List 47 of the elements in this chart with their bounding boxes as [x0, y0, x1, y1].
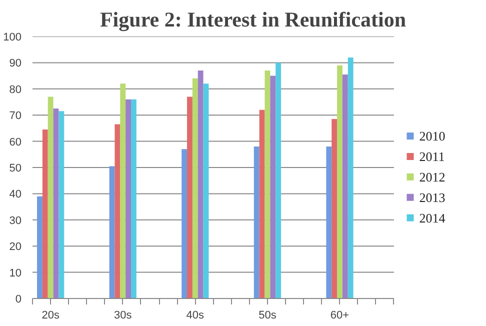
y-tick-label: 70 — [9, 110, 22, 122]
bar — [203, 84, 209, 298]
bar — [109, 166, 115, 298]
bar — [326, 146, 332, 298]
legend-label: 2013 — [419, 190, 446, 205]
chart-title: Figure 2: Interest in Reunification — [100, 8, 406, 32]
y-tick-label: 10 — [9, 267, 22, 280]
bar — [342, 74, 348, 298]
bar — [42, 130, 48, 298]
x-tick-label: 50s — [258, 310, 277, 322]
bar — [48, 96, 54, 298]
y-tick-label: 20 — [9, 241, 22, 254]
bar — [198, 70, 204, 298]
bar — [114, 124, 120, 298]
bar — [187, 96, 192, 298]
x-tick-label: 30s — [114, 310, 132, 322]
bar — [192, 78, 198, 298]
y-tick-label: 80 — [9, 84, 22, 96]
bar — [58, 111, 64, 298]
bar — [270, 76, 276, 298]
y-tick-label: 100 — [3, 32, 22, 44]
legend-label: 2010 — [419, 128, 446, 144]
bar — [276, 62, 282, 298]
x-tick-label: 40s — [186, 310, 205, 322]
bar — [259, 110, 265, 298]
bar — [131, 99, 136, 298]
bar — [254, 146, 260, 298]
bar — [264, 70, 270, 298]
x-tick-label: 20s — [42, 310, 60, 322]
bar — [348, 57, 354, 298]
y-tick-label: 30 — [9, 214, 22, 227]
bar — [120, 84, 126, 298]
y-tick-label: 90 — [9, 58, 22, 70]
bar — [37, 196, 42, 298]
bar — [332, 119, 338, 298]
bar — [337, 65, 342, 298]
y-tick-label: 50 — [9, 162, 22, 174]
bar — [182, 149, 188, 298]
y-tick-label: 0 — [15, 294, 22, 306]
legend-label: 2012 — [419, 169, 446, 184]
y-tick-label: 40 — [9, 188, 22, 201]
legend-label: 2011 — [419, 148, 445, 164]
legend-label: 2014 — [419, 210, 446, 226]
bar — [126, 99, 131, 298]
bar — [53, 108, 59, 298]
x-tick-label: 60+ — [330, 310, 350, 322]
y-tick-label: 60 — [9, 136, 22, 148]
